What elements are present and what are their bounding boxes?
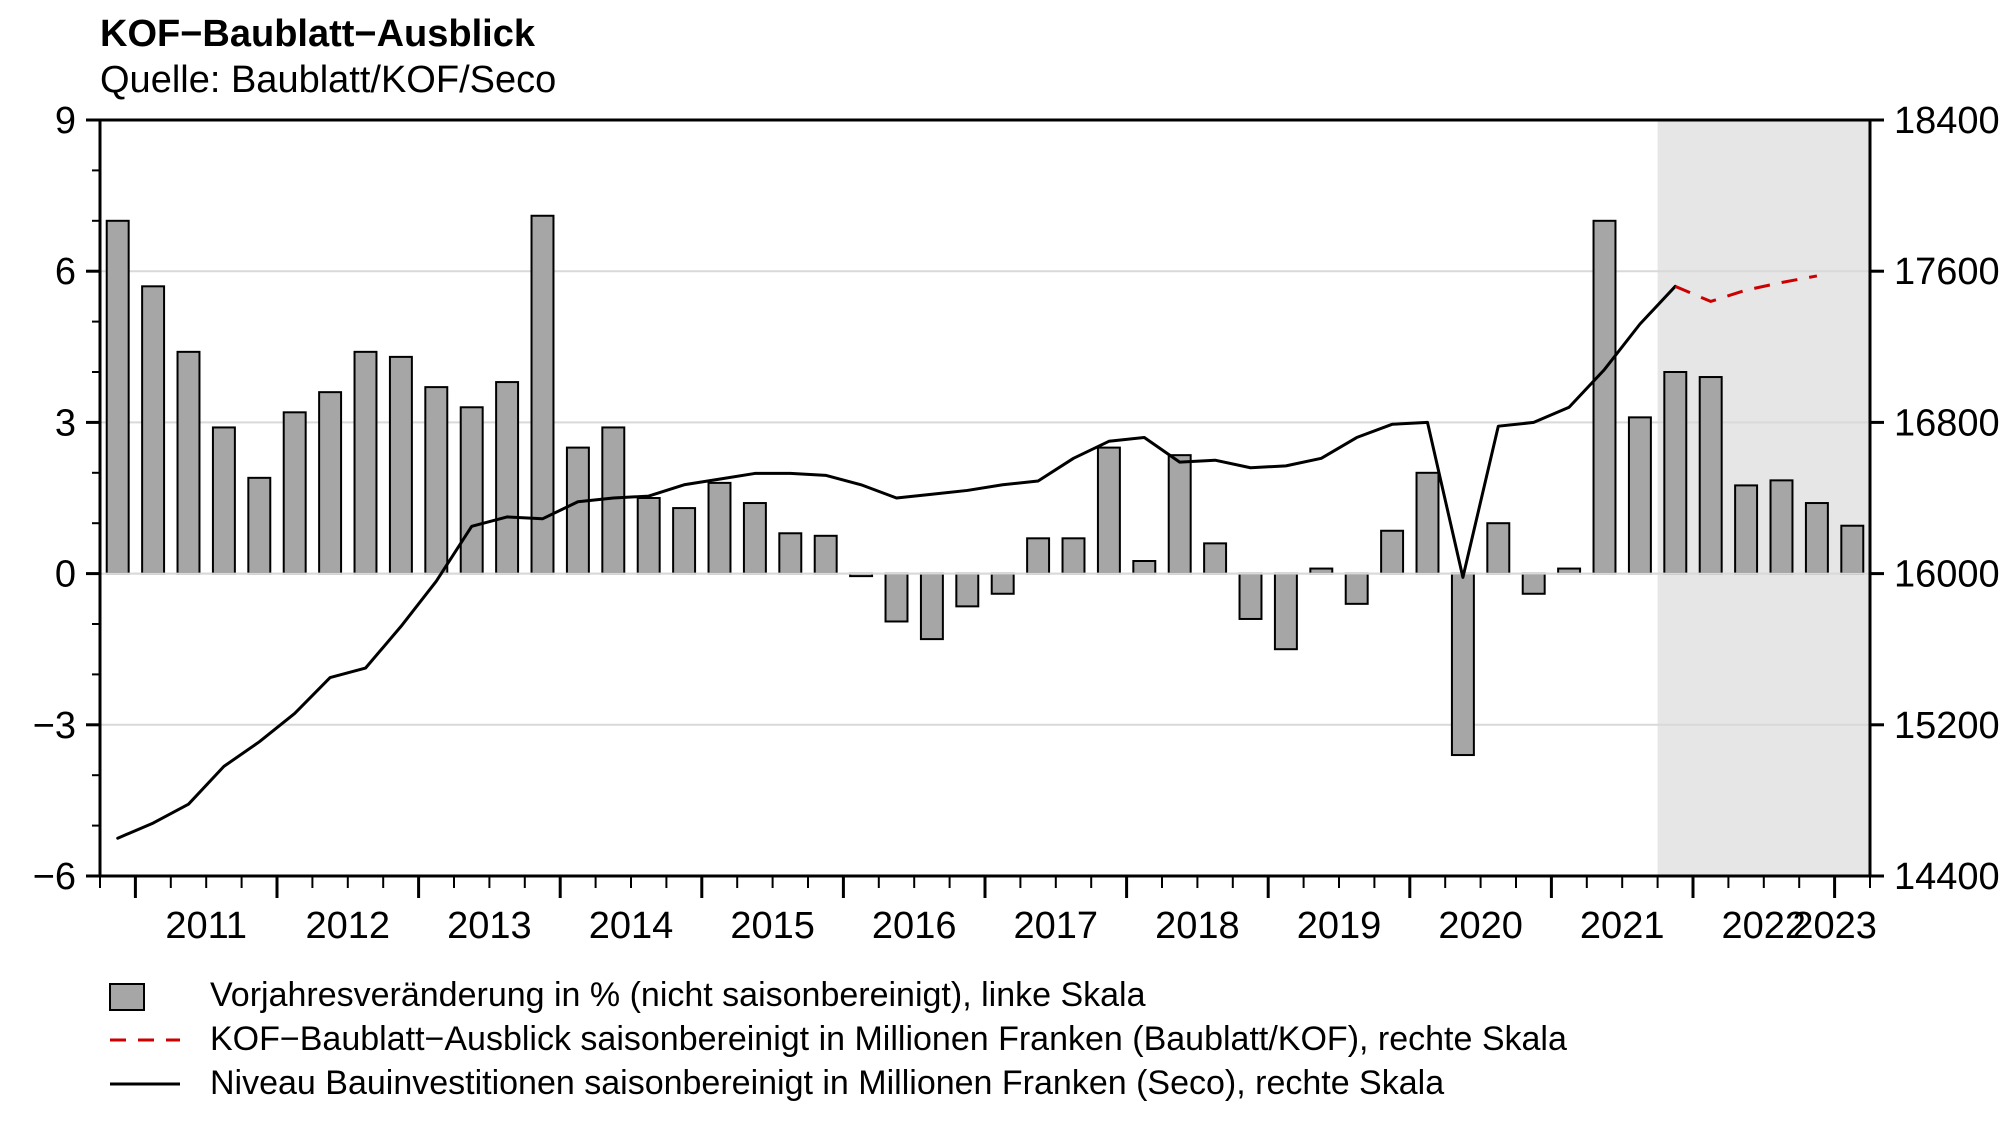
- xtick-label: 2020: [1438, 905, 1523, 947]
- bar: [567, 448, 589, 574]
- bar: [496, 382, 518, 574]
- bar: [461, 407, 483, 573]
- bar: [1594, 221, 1616, 574]
- xtick-label: 2012: [306, 905, 391, 947]
- bar: [178, 352, 200, 574]
- xtick-label: 2011: [165, 905, 247, 947]
- ytick-left-label: 9: [55, 100, 76, 142]
- ytick-left-label: 6: [55, 251, 76, 293]
- bar: [992, 574, 1014, 594]
- bar: [1381, 531, 1403, 574]
- ytick-right-label: 15200: [1894, 705, 2000, 747]
- ytick-right-label: 18400: [1894, 100, 2000, 142]
- bar: [956, 574, 978, 607]
- ytick-right-label: 17600: [1894, 251, 2000, 293]
- xtick-label: 2018: [1155, 905, 1240, 947]
- forecast-band: [1658, 120, 1870, 876]
- bar: [425, 387, 447, 573]
- xtick-label: 2016: [872, 905, 957, 947]
- bar: [142, 286, 164, 573]
- bar: [1098, 448, 1120, 574]
- bar: [107, 221, 129, 574]
- bar: [213, 427, 235, 573]
- xtick-label: 2021: [1580, 905, 1665, 947]
- xtick-label: 2015: [730, 905, 815, 947]
- bar: [1417, 473, 1439, 574]
- legend-label: Niveau Bauinvestitionen saisonbereinigt …: [210, 1064, 1444, 1102]
- bar: [1841, 526, 1863, 574]
- bar: [886, 574, 908, 622]
- xtick-label: 2017: [1014, 905, 1099, 947]
- bar: [1346, 574, 1368, 604]
- bar: [1204, 543, 1226, 573]
- bar: [1523, 574, 1545, 594]
- chart-container: −6 −3 0 3 6 9 14400 15200 16000 16800 17600 18400 20…: [0, 0, 2000, 1138]
- bar: [284, 412, 306, 573]
- bar: [1240, 574, 1262, 619]
- bar: [744, 503, 766, 574]
- bar: [1664, 372, 1686, 574]
- xtick-label: 2023: [1792, 905, 1877, 947]
- legend-marker-bar: [110, 984, 144, 1010]
- bar: [602, 427, 624, 573]
- bar: [1063, 538, 1085, 573]
- bar: [1169, 455, 1191, 573]
- ytick-right-label: 16000: [1894, 554, 2000, 596]
- bar: [1629, 417, 1651, 573]
- bar: [779, 533, 801, 573]
- bar: [1133, 561, 1155, 574]
- legend-label: KOF−Baublatt−Ausblick saisonbereinigt in…: [210, 1020, 1567, 1058]
- bar: [815, 536, 837, 574]
- bar: [709, 483, 731, 574]
- bar: [1027, 538, 1049, 573]
- bar: [638, 498, 660, 574]
- bar: [1771, 480, 1793, 573]
- bar: [1806, 503, 1828, 574]
- ytick-left-label: 3: [55, 402, 76, 444]
- bar: [673, 508, 695, 574]
- legend-label: Vorjahresveränderung in % (nicht saisonb…: [210, 976, 1146, 1014]
- chart-subtitle: Quelle: Baublatt/KOF/Seco: [100, 59, 556, 101]
- ytick-left-label: −3: [33, 705, 76, 747]
- ytick-left-label: 0: [55, 554, 76, 596]
- chart-svg: −6 −3 0 3 6 9 14400 15200 16000 16800 17600 18400 20…: [0, 0, 2000, 1138]
- bar: [921, 574, 943, 640]
- ytick-left-label: −6: [33, 856, 76, 898]
- bar: [1735, 485, 1757, 573]
- ytick-right-label: 14400: [1894, 856, 2000, 898]
- bar: [1700, 377, 1722, 574]
- bar: [1452, 574, 1474, 755]
- bar: [390, 357, 412, 574]
- xtick-label: 2014: [589, 905, 674, 947]
- bar: [319, 392, 341, 573]
- bar: [248, 478, 270, 574]
- chart-title: KOF−Baublatt−Ausblick: [100, 13, 536, 55]
- bar: [1275, 574, 1297, 650]
- xtick-label: 2013: [447, 905, 532, 947]
- bar: [355, 352, 377, 574]
- ytick-right-label: 16800: [1894, 402, 2000, 444]
- bar: [1487, 523, 1509, 573]
- xtick-label: 2019: [1297, 905, 1382, 947]
